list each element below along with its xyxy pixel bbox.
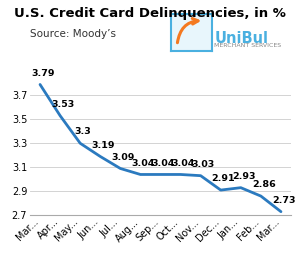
Text: 2.73: 2.73: [272, 196, 296, 205]
Text: 3.04: 3.04: [152, 158, 175, 168]
Text: 3.09: 3.09: [111, 153, 135, 161]
Text: 3.19: 3.19: [91, 140, 115, 150]
Text: 2.93: 2.93: [232, 172, 255, 181]
FancyArrowPatch shape: [177, 18, 198, 43]
Text: UniBul: UniBul: [214, 31, 268, 46]
Text: 2.91: 2.91: [212, 174, 235, 183]
Text: 3.53: 3.53: [51, 100, 74, 109]
Text: 3.04: 3.04: [172, 158, 195, 168]
Text: 3.3: 3.3: [75, 127, 91, 136]
Text: 3.03: 3.03: [192, 160, 215, 169]
Text: U.S. Credit Card Delinquencies, in %: U.S. Credit Card Delinquencies, in %: [14, 7, 286, 20]
Text: 2.86: 2.86: [252, 180, 275, 189]
Text: Source: Moody’s: Source: Moody’s: [30, 29, 116, 39]
Text: 3.04: 3.04: [131, 158, 155, 168]
Text: MERCHANT SERVICES: MERCHANT SERVICES: [214, 43, 282, 48]
Text: 3.79: 3.79: [31, 68, 55, 78]
